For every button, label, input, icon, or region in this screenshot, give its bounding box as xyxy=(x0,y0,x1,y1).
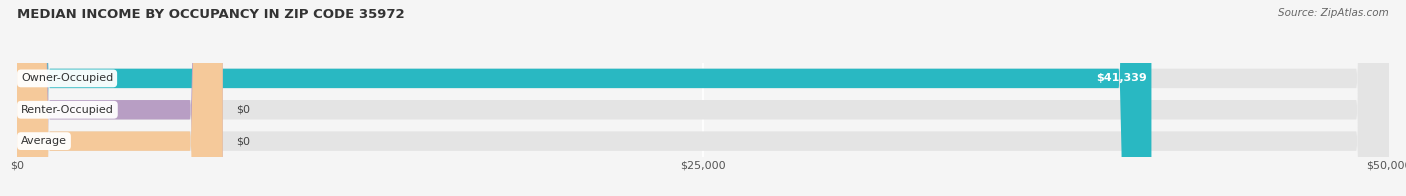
FancyBboxPatch shape xyxy=(17,0,1389,196)
Text: $0: $0 xyxy=(236,136,250,146)
Text: $41,339: $41,339 xyxy=(1097,73,1147,83)
Text: MEDIAN INCOME BY OCCUPANCY IN ZIP CODE 35972: MEDIAN INCOME BY OCCUPANCY IN ZIP CODE 3… xyxy=(17,8,405,21)
FancyBboxPatch shape xyxy=(17,0,1389,196)
Text: $0: $0 xyxy=(236,105,250,115)
Text: Owner-Occupied: Owner-Occupied xyxy=(21,73,114,83)
FancyBboxPatch shape xyxy=(17,0,1152,196)
Text: Average: Average xyxy=(21,136,67,146)
Text: Source: ZipAtlas.com: Source: ZipAtlas.com xyxy=(1278,8,1389,18)
FancyBboxPatch shape xyxy=(17,0,1389,196)
FancyBboxPatch shape xyxy=(17,0,222,196)
FancyBboxPatch shape xyxy=(17,0,222,196)
Text: Renter-Occupied: Renter-Occupied xyxy=(21,105,114,115)
